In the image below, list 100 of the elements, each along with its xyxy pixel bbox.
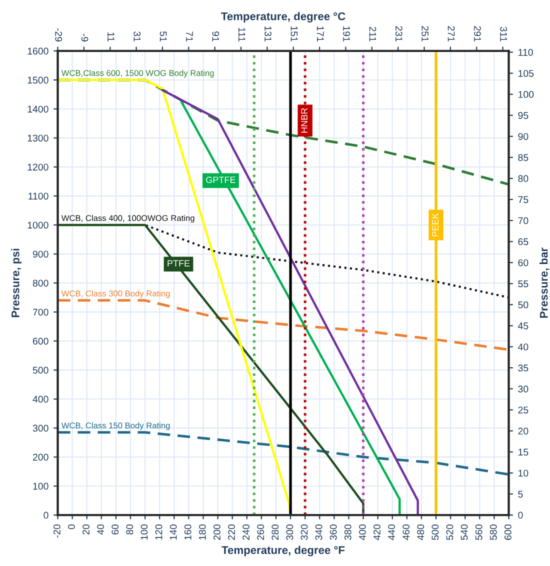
x2-tick-label: 31 <box>134 31 141 42</box>
x-tick-label: 280 <box>272 524 279 540</box>
x-tick-label: 400 <box>358 524 366 540</box>
x2-tick-label: 91 <box>212 32 220 42</box>
y2-tick-label: 60 <box>518 259 528 266</box>
y-tick-label: 1300 <box>28 134 48 142</box>
x2-tick-label: 211 <box>369 26 376 42</box>
x-tick-label: 220 <box>228 524 235 540</box>
x2-tick-label: 71 <box>186 32 193 42</box>
series-label: GPTFE <box>206 176 236 184</box>
y-tick-label: 1600 <box>28 48 48 55</box>
y-tick-label: 1400 <box>28 106 48 113</box>
x2-tick-label: 191 <box>343 26 350 42</box>
y-tick-label: 900 <box>32 250 48 258</box>
x-tick-label: 460 <box>402 524 410 540</box>
y-tick-label: 100 <box>33 482 48 490</box>
x2-tick-label: 171 <box>317 26 324 42</box>
x2-tick-label: -29 <box>55 28 62 42</box>
series-label: PTFE <box>168 260 190 266</box>
x-tick-label: 600 <box>504 524 512 540</box>
y2-axis-title: Pressure, bar <box>540 248 550 318</box>
y2-tick-label: 40 <box>518 343 528 350</box>
series-label: WCB, Class 150 Body Rating <box>61 422 170 430</box>
x-tick-label: 580 <box>490 524 497 540</box>
x-tick-label: 320 <box>300 524 308 540</box>
y-tick-label: 1200 <box>28 164 48 171</box>
y2-tick-label: 100 <box>518 91 534 98</box>
x-tick-label: 100 <box>140 524 148 540</box>
x-tick-label: 260 <box>257 524 264 540</box>
y-tick-label: 500 <box>32 366 48 374</box>
y-tick-label: 600 <box>32 338 48 345</box>
ref-line-label: HNBR <box>301 108 308 133</box>
y2-tick-label: 90 <box>518 133 528 140</box>
y-tick-label: 200 <box>32 454 48 461</box>
y2-tick-label: 105 <box>518 70 534 77</box>
y2-tick-label: 50 <box>518 301 528 308</box>
x2-tick-label: 111 <box>238 28 246 42</box>
x-tick-label: 80 <box>126 524 134 534</box>
y2-tick-label: 35 <box>518 364 528 372</box>
y-tick-label: 0 <box>44 512 48 519</box>
y2-tick-label: 55 <box>518 280 528 288</box>
x-tick-label: 60 <box>112 524 119 534</box>
x-axis-title: Temperature, degree °F <box>222 546 345 556</box>
y-tick-label: 700 <box>33 308 48 316</box>
x2-tick-label: -9 <box>81 34 88 42</box>
series-label: WCB, Class 400, 100OWOG Rating <box>61 214 194 223</box>
x-tick-label: 380 <box>344 524 352 540</box>
line-series <box>58 78 509 186</box>
y2-tick-label: 5 <box>518 490 523 498</box>
line-series <box>58 299 509 351</box>
x-tick-label: -20 <box>53 524 60 538</box>
x2-tick-label: 11 <box>108 32 114 42</box>
x-tick-label: 360 <box>330 524 337 540</box>
x2-tick-label: 251 <box>422 26 429 42</box>
x-tick-label: 560 <box>475 524 482 540</box>
x-tick-label: 20 <box>82 524 90 534</box>
y-axis-title: Pressure, psi <box>11 248 22 318</box>
x-tick-label: 120 <box>155 524 162 540</box>
x-tick-label: 440 <box>388 524 395 540</box>
x2-axis-title: Temperature, degree °C <box>221 12 346 22</box>
x2-tick-label: 271 <box>448 26 455 42</box>
y2-tick-label: 95 <box>518 112 528 119</box>
y2-tick-label: 75 <box>518 196 528 204</box>
x2-tick-label: 311 <box>500 26 508 42</box>
y2-tick-label: 0 <box>518 512 523 519</box>
x2-tick-label: 231 <box>395 26 402 42</box>
y2-tick-label: 80 <box>518 175 528 182</box>
x-tick-label: 240 <box>242 524 250 540</box>
y2-tick-label: 10 <box>518 470 528 477</box>
y-tick-label: 1500 <box>28 76 48 84</box>
y-tick-label: 800 <box>32 280 48 287</box>
x-tick-label: 160 <box>184 524 192 540</box>
line-series <box>58 431 509 476</box>
y-tick-label: 400 <box>32 396 48 403</box>
y2-tick-label: 20 <box>518 428 528 435</box>
x-tick-label: 200 <box>214 524 220 540</box>
ref-line-label: PEEK <box>432 213 438 236</box>
series-label: WCB,Class 600, 1500 WOG Body Rating <box>61 70 214 78</box>
y2-tick-label: 85 <box>518 154 528 162</box>
x-tick-label: 480 <box>417 524 424 540</box>
x-tick-label: 300 <box>286 524 294 540</box>
x2-tick-label: 51 <box>160 31 167 42</box>
x-tick-label: 140 <box>170 524 177 540</box>
x-tick-label: 340 <box>315 524 322 540</box>
y-tick-label: 300 <box>32 424 48 432</box>
x-tick-label: 420 <box>374 524 380 540</box>
x2-tick-label: 131 <box>264 26 272 42</box>
x-tick-label: 520 <box>446 524 454 540</box>
y2-tick-label: 30 <box>518 386 528 392</box>
y2-tick-label: 70 <box>518 217 528 224</box>
x2-tick-label: 151 <box>290 26 298 42</box>
y2-tick-label: 15 <box>518 448 528 456</box>
x-tick-label: 540 <box>460 524 468 540</box>
x-tick-label: 0 <box>68 524 75 530</box>
x2-tick-label: 291 <box>474 26 481 42</box>
x-tick-label: 40 <box>97 524 104 535</box>
y2-tick-label: 65 <box>518 238 528 246</box>
line-series <box>58 224 364 516</box>
y2-tick-label: 25 <box>518 406 528 414</box>
series-label: WCB, Class 300 Body Rating <box>61 290 170 298</box>
